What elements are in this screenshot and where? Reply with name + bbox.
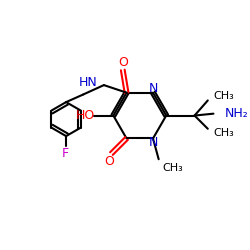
Text: CH₃: CH₃: [214, 128, 234, 138]
Text: HN: HN: [78, 76, 97, 89]
Text: CH₃: CH₃: [162, 163, 183, 173]
Text: CH₃: CH₃: [214, 91, 234, 101]
Text: F: F: [62, 146, 69, 160]
Text: O: O: [104, 154, 115, 168]
Text: O: O: [118, 56, 128, 69]
Text: N: N: [148, 136, 158, 149]
Text: HO: HO: [76, 109, 95, 122]
Text: NH₂: NH₂: [225, 107, 248, 120]
Text: N: N: [148, 82, 158, 96]
